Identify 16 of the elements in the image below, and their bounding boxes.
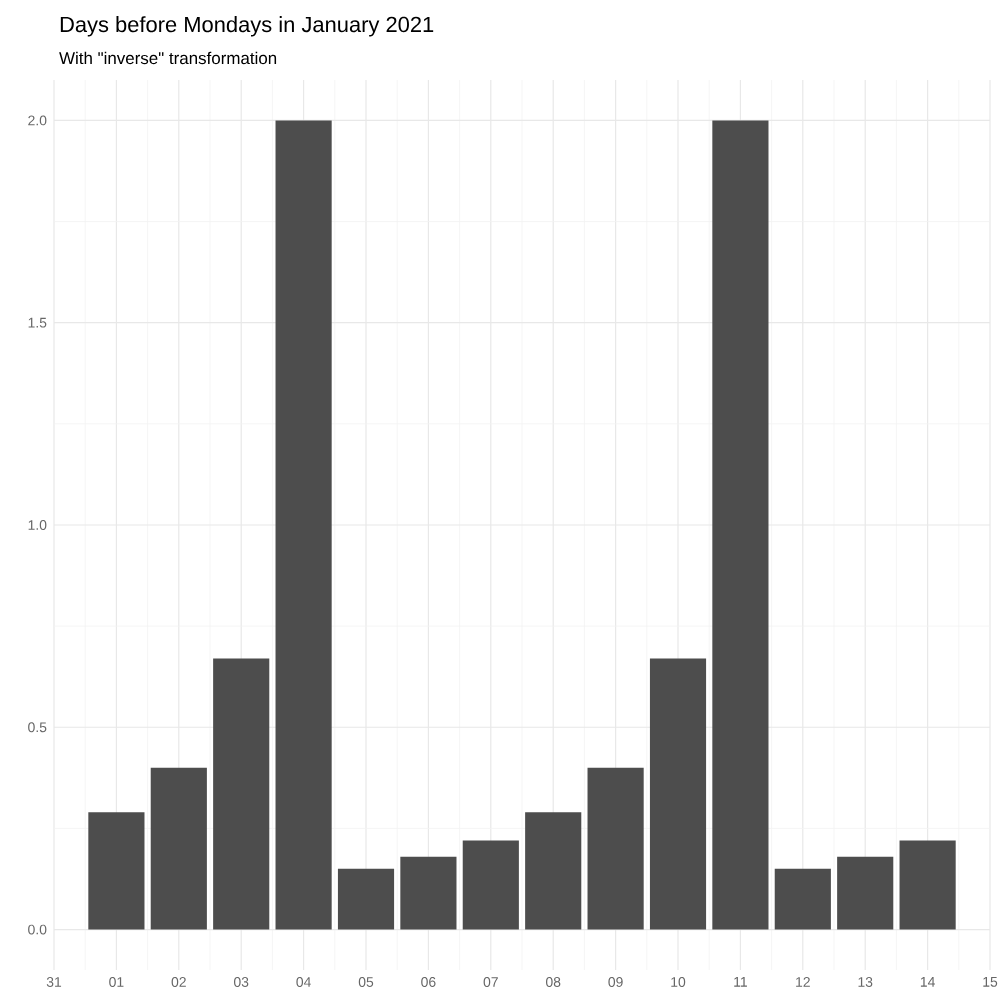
bar [649,658,707,930]
bar [88,812,145,930]
bar [213,658,270,930]
bar [150,767,207,930]
bar [712,120,769,930]
bar [462,840,519,930]
bar [899,840,956,930]
bar [587,767,644,930]
bar [275,120,332,930]
bar [525,812,582,930]
bar [400,856,457,930]
bar [774,868,831,930]
bar [837,856,894,930]
chart-subtitle: With "inverse" transformation [59,51,277,65]
chart-title: Days before Mondays in January 2021 [60,16,434,37]
bar [337,868,395,930]
